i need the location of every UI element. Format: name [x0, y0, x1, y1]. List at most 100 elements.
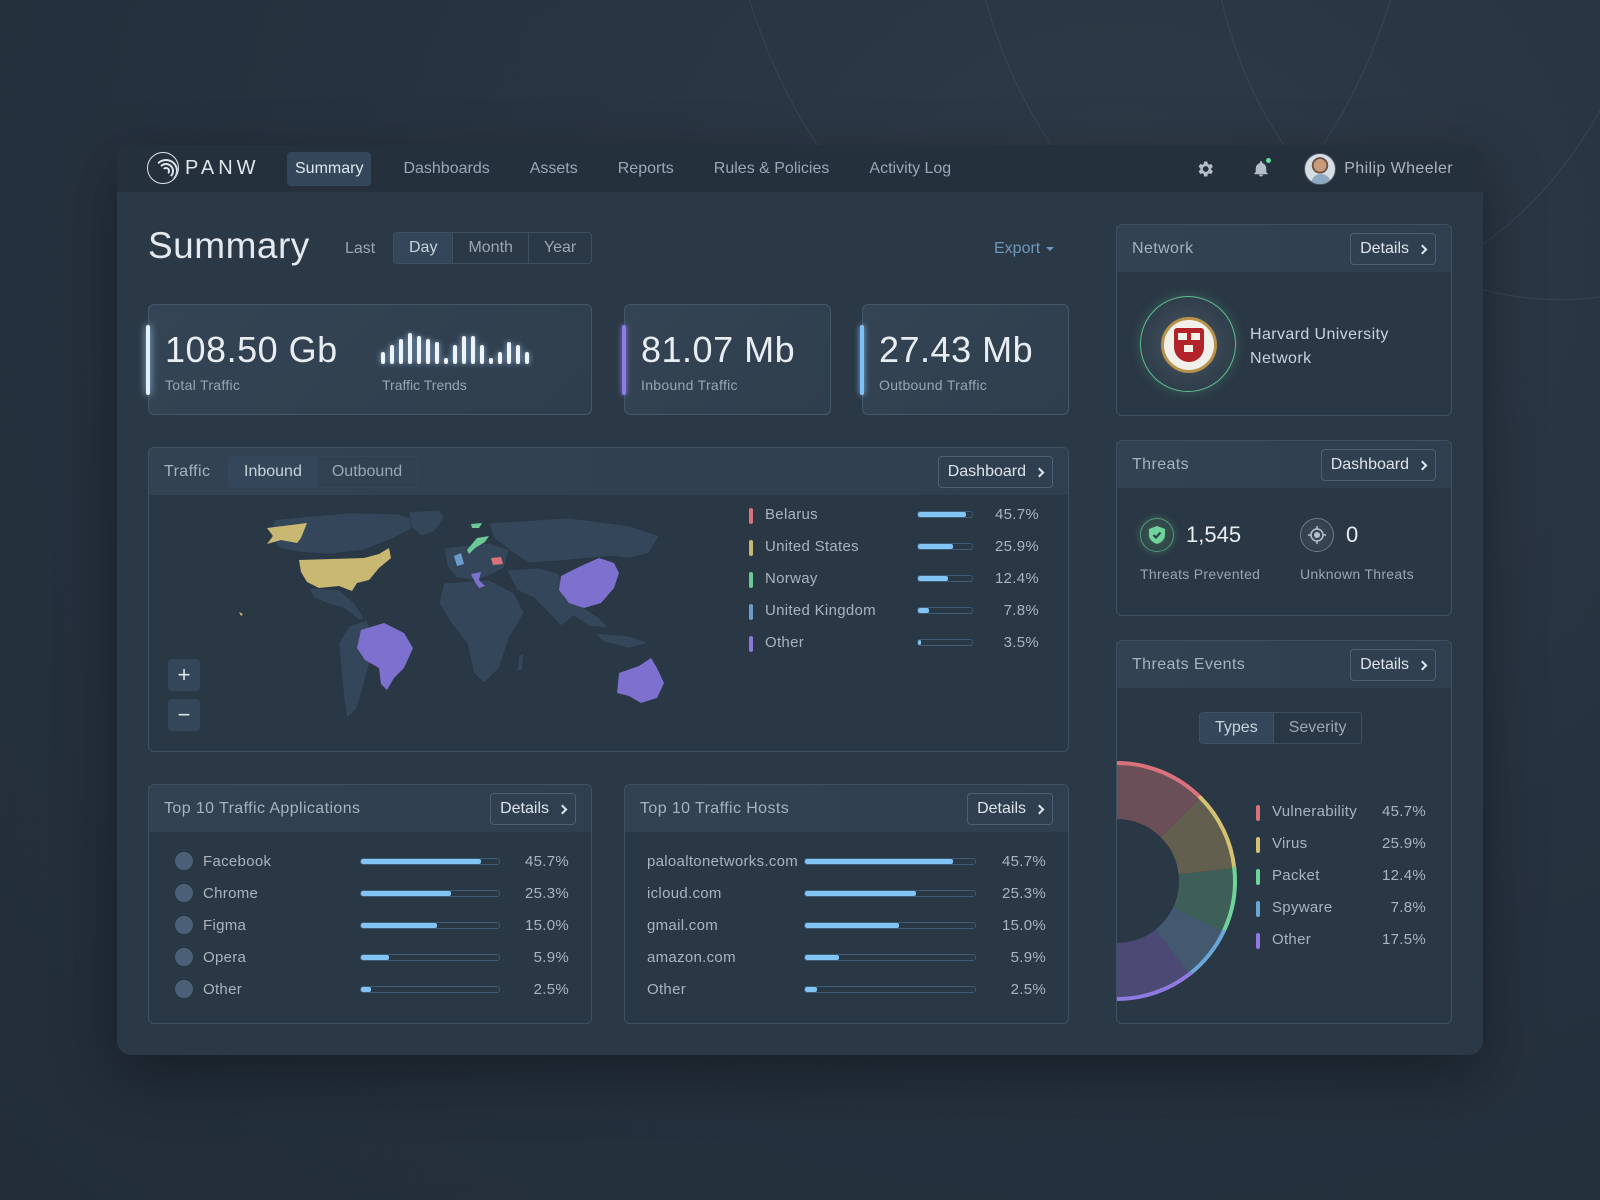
map-region-alaska[interactable]: [267, 523, 307, 544]
caret-down-icon: [1046, 246, 1055, 251]
hosts-details-button[interactable]: Details: [967, 793, 1053, 825]
panel-header: Threats Events Details: [1117, 641, 1451, 688]
tab-types[interactable]: Types: [1200, 713, 1273, 743]
map-region-brazil[interactable]: [357, 623, 413, 690]
button-label: Details: [1360, 656, 1409, 673]
host-pct: 25.3%: [1001, 885, 1046, 902]
network-name: Harvard University Network: [1250, 326, 1389, 367]
app-name: Opera: [203, 949, 247, 966]
app-window: PANW Summary Dashboards Assets Reports R…: [117, 145, 1483, 1055]
trend-bar: [489, 357, 493, 364]
outbound-traffic-card: 27.43 Mb Outbound Traffic: [860, 304, 1069, 415]
color-swatch: [749, 508, 753, 524]
panel-title: Top 10 Traffic Applications: [164, 800, 361, 817]
user-name[interactable]: Philip Wheeler: [1344, 160, 1453, 177]
top-nav: PANW Summary Dashboards Assets Reports R…: [117, 145, 1483, 192]
list-item[interactable]: Facebook 45.7%: [149, 851, 591, 883]
map-zoom-out-button[interactable]: −: [168, 699, 200, 731]
list-item[interactable]: Chrome 25.3%: [149, 883, 591, 915]
nav-item-summary[interactable]: Summary: [287, 152, 372, 186]
map-region-china[interactable]: [559, 558, 619, 608]
color-swatch: [1256, 933, 1260, 949]
progress-bar: [360, 986, 500, 993]
export-dropdown[interactable]: Export: [994, 240, 1055, 258]
app-name: Facebook: [203, 853, 272, 870]
list-item[interactable]: gmail.com 15.0%: [625, 915, 1068, 947]
color-swatch: [749, 572, 753, 588]
chevron-right-icon: [1417, 460, 1428, 470]
color-swatch: [1256, 901, 1260, 917]
apps-details-button[interactable]: Details: [490, 793, 576, 825]
map-region-belarus[interactable]: [491, 557, 503, 565]
traffic-direction-tabs: Inbound Outbound: [228, 456, 419, 488]
accent-bar: [622, 325, 626, 395]
country-name: Other: [765, 634, 805, 651]
app-icon: [175, 884, 193, 902]
app-pct: 25.3%: [524, 885, 569, 902]
map-region-italy[interactable]: [471, 572, 485, 588]
trend-bar: [453, 345, 457, 364]
list-item[interactable]: Figma 15.0%: [149, 915, 591, 947]
network-details-button[interactable]: Details: [1350, 233, 1436, 265]
map-region-svalbard[interactable]: [471, 523, 482, 528]
progress-bar: [917, 575, 973, 582]
map-zoom-in-button[interactable]: +: [168, 659, 200, 691]
progress-bar: [804, 858, 976, 865]
world-map[interactable]: [189, 508, 689, 728]
map-region-hawaii[interactable]: [239, 612, 243, 616]
time-range-selector: Day Month Year: [393, 232, 593, 264]
threat-events-details-button[interactable]: Details: [1350, 649, 1436, 681]
threat-types-legend: Vulnerability 45.7% Virus 25.9% Packet 1…: [1256, 801, 1426, 961]
color-swatch: [1256, 837, 1260, 853]
settings-button[interactable]: [1190, 154, 1220, 184]
trend-bar: [507, 342, 511, 364]
threats-prevented-value: 1,545: [1186, 522, 1242, 547]
trend-bar: [417, 336, 421, 364]
list-item[interactable]: amazon.com 5.9%: [625, 947, 1068, 979]
map-region-usa[interactable]: [299, 548, 391, 591]
host-pct: 45.7%: [1001, 853, 1046, 870]
button-label: Dashboard: [1330, 456, 1409, 473]
host-name: paloaltonetworks.com: [647, 853, 799, 870]
avatar[interactable]: [1304, 153, 1337, 185]
top-hosts-panel: Top 10 Traffic Hosts Details paloaltonet…: [624, 784, 1069, 1024]
range-month[interactable]: Month: [452, 233, 527, 263]
notifications-button[interactable]: [1246, 154, 1276, 184]
panel-header: Network Details: [1117, 225, 1451, 272]
range-day[interactable]: Day: [394, 233, 453, 263]
logo[interactable]: PANW: [147, 152, 260, 184]
list-item[interactable]: Opera 5.9%: [149, 947, 591, 979]
nav-item-reports[interactable]: Reports: [617, 160, 674, 177]
threat-type-name: Spyware: [1272, 899, 1333, 916]
trend-bar: [516, 345, 520, 364]
panel-header: Top 10 Traffic Hosts Details: [625, 785, 1068, 832]
nav-item-rules-policies[interactable]: Rules & Policies: [713, 160, 830, 177]
list-item[interactable]: Other 2.5%: [625, 979, 1068, 1011]
panel-title: Threats: [1132, 456, 1190, 473]
app-icon: [175, 852, 193, 870]
tab-severity[interactable]: Severity: [1272, 713, 1362, 743]
map-region-australia[interactable]: [617, 658, 664, 703]
range-year[interactable]: Year: [527, 233, 591, 263]
nav-item-activity-log[interactable]: Activity Log: [869, 160, 952, 177]
nav-item-assets[interactable]: Assets: [529, 160, 578, 177]
threats-dashboard-button[interactable]: Dashboard: [1320, 449, 1436, 481]
tab-outbound[interactable]: Outbound: [331, 463, 403, 480]
panel-title: Traffic: [164, 463, 211, 480]
nav-item-dashboards[interactable]: Dashboards: [403, 160, 490, 177]
map-region-uk[interactable]: [454, 553, 464, 566]
threat-events-panel: Threats Events Details Types Severity: [1116, 640, 1452, 1024]
list-item[interactable]: icloud.com 25.3%: [625, 883, 1068, 915]
traffic-dashboard-button[interactable]: Dashboard: [937, 456, 1053, 488]
map-region-norway[interactable]: [467, 536, 489, 554]
main-nav: Summary Dashboards Assets Reports Rules …: [287, 152, 975, 186]
tab-inbound[interactable]: Inbound: [229, 457, 317, 487]
color-swatch: [749, 540, 753, 556]
list-item[interactable]: paloaltonetworks.com 45.7%: [625, 851, 1068, 883]
color-swatch: [1256, 805, 1260, 821]
legend-row: United Kingdom 7.8%: [749, 600, 1039, 632]
progress-bar: [917, 543, 973, 550]
threat-types-donut[interactable]: [1117, 756, 1247, 1006]
list-item[interactable]: Other 2.5%: [149, 979, 591, 1011]
inbound-traffic-label: Inbound Traffic: [641, 377, 738, 393]
